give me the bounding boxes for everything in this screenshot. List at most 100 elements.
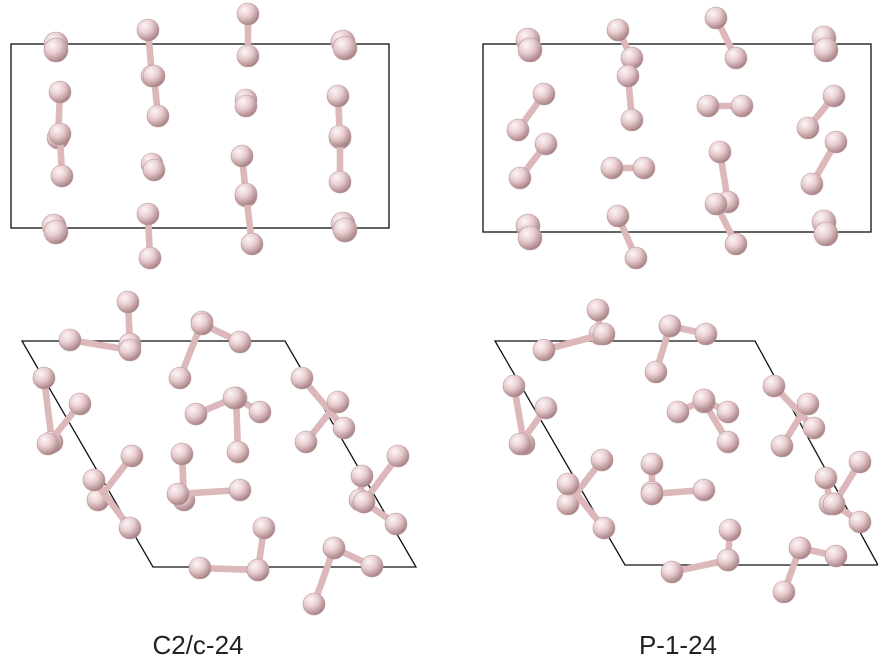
- atom: [332, 217, 358, 243]
- atom: [824, 130, 848, 154]
- molecule: [330, 211, 358, 243]
- atom: [644, 360, 668, 384]
- atom: [360, 554, 384, 578]
- molecule: [556, 448, 614, 516]
- atom: [36, 432, 60, 456]
- atom: [350, 464, 374, 488]
- atom: [708, 140, 732, 164]
- molecule: [640, 478, 716, 506]
- atom: [170, 442, 194, 466]
- structure-label-c2c: C2/c-24: [152, 630, 244, 660]
- molecule: [43, 31, 69, 63]
- atom: [704, 192, 728, 216]
- molecule: [330, 29, 358, 61]
- atom: [352, 490, 376, 514]
- molecule: [606, 204, 648, 270]
- atom: [724, 46, 748, 70]
- atom: [556, 472, 580, 496]
- molecule: [660, 548, 740, 584]
- atom: [632, 156, 656, 180]
- molecule: [696, 94, 754, 118]
- atom: [624, 246, 648, 270]
- atom: [252, 516, 276, 540]
- molecule: [532, 322, 616, 362]
- atom: [184, 402, 208, 426]
- atom: [228, 330, 252, 354]
- atom: [234, 94, 258, 118]
- atom: [772, 580, 796, 604]
- atom: [517, 225, 543, 251]
- atom: [188, 556, 212, 580]
- atom: [606, 204, 630, 228]
- unit-cell-p1-top: [493, 340, 878, 566]
- molecule: [822, 492, 872, 534]
- atom: [168, 366, 192, 390]
- atom: [43, 219, 69, 245]
- atom: [502, 374, 526, 398]
- atom: [716, 400, 740, 424]
- atom: [228, 478, 252, 502]
- atom: [696, 94, 720, 118]
- molecule-layer: [32, 2, 872, 616]
- molecule: [811, 25, 839, 63]
- atom: [724, 232, 748, 256]
- molecule: [800, 130, 848, 196]
- molecule: [515, 213, 543, 251]
- atom: [136, 18, 160, 42]
- atom: [770, 434, 794, 458]
- atom: [302, 592, 326, 616]
- molecule: [508, 132, 558, 190]
- atom: [532, 82, 556, 106]
- molecule: [140, 152, 166, 182]
- atom: [328, 124, 352, 148]
- molecule: [666, 388, 716, 424]
- atom: [48, 80, 72, 104]
- atom: [692, 388, 716, 412]
- atom: [58, 328, 82, 352]
- molecule: [600, 156, 656, 180]
- molecule: [658, 314, 718, 346]
- atom: [762, 374, 786, 398]
- atom: [50, 164, 74, 188]
- molecule: [508, 396, 558, 456]
- atom: [620, 108, 644, 132]
- atom: [136, 202, 160, 226]
- atom: [592, 322, 616, 346]
- molecule: [515, 27, 543, 63]
- atom: [166, 482, 190, 506]
- atom: [802, 416, 826, 440]
- atom: [813, 37, 839, 63]
- molecule: [762, 374, 826, 440]
- molecule: [796, 84, 846, 140]
- molecule: [58, 328, 142, 362]
- atom: [68, 392, 92, 416]
- atom: [606, 18, 630, 42]
- unit-cell-outlines: [10, 43, 878, 568]
- atom: [32, 366, 56, 390]
- atom: [294, 430, 318, 454]
- panel-c2c-top: [32, 290, 410, 616]
- atom: [658, 314, 682, 338]
- atom: [822, 492, 846, 516]
- molecule: [290, 366, 356, 440]
- atom: [640, 482, 664, 506]
- atom: [146, 104, 170, 128]
- molecule: [136, 202, 162, 270]
- molecule: [704, 6, 748, 70]
- molecule: [82, 468, 142, 540]
- atom: [246, 558, 270, 582]
- molecule: [811, 209, 839, 247]
- atom: [118, 338, 142, 362]
- atom: [592, 516, 616, 540]
- atom: [142, 158, 166, 182]
- atom: [704, 6, 728, 30]
- atom: [142, 64, 166, 88]
- structure-label-p1: P-1-24: [638, 630, 718, 660]
- unit-cell-c2c-side: [10, 43, 390, 229]
- molecule: [328, 124, 352, 194]
- molecule: [606, 18, 644, 70]
- panel-p1-side: [506, 6, 848, 270]
- atom: [730, 94, 754, 118]
- atom: [666, 400, 690, 424]
